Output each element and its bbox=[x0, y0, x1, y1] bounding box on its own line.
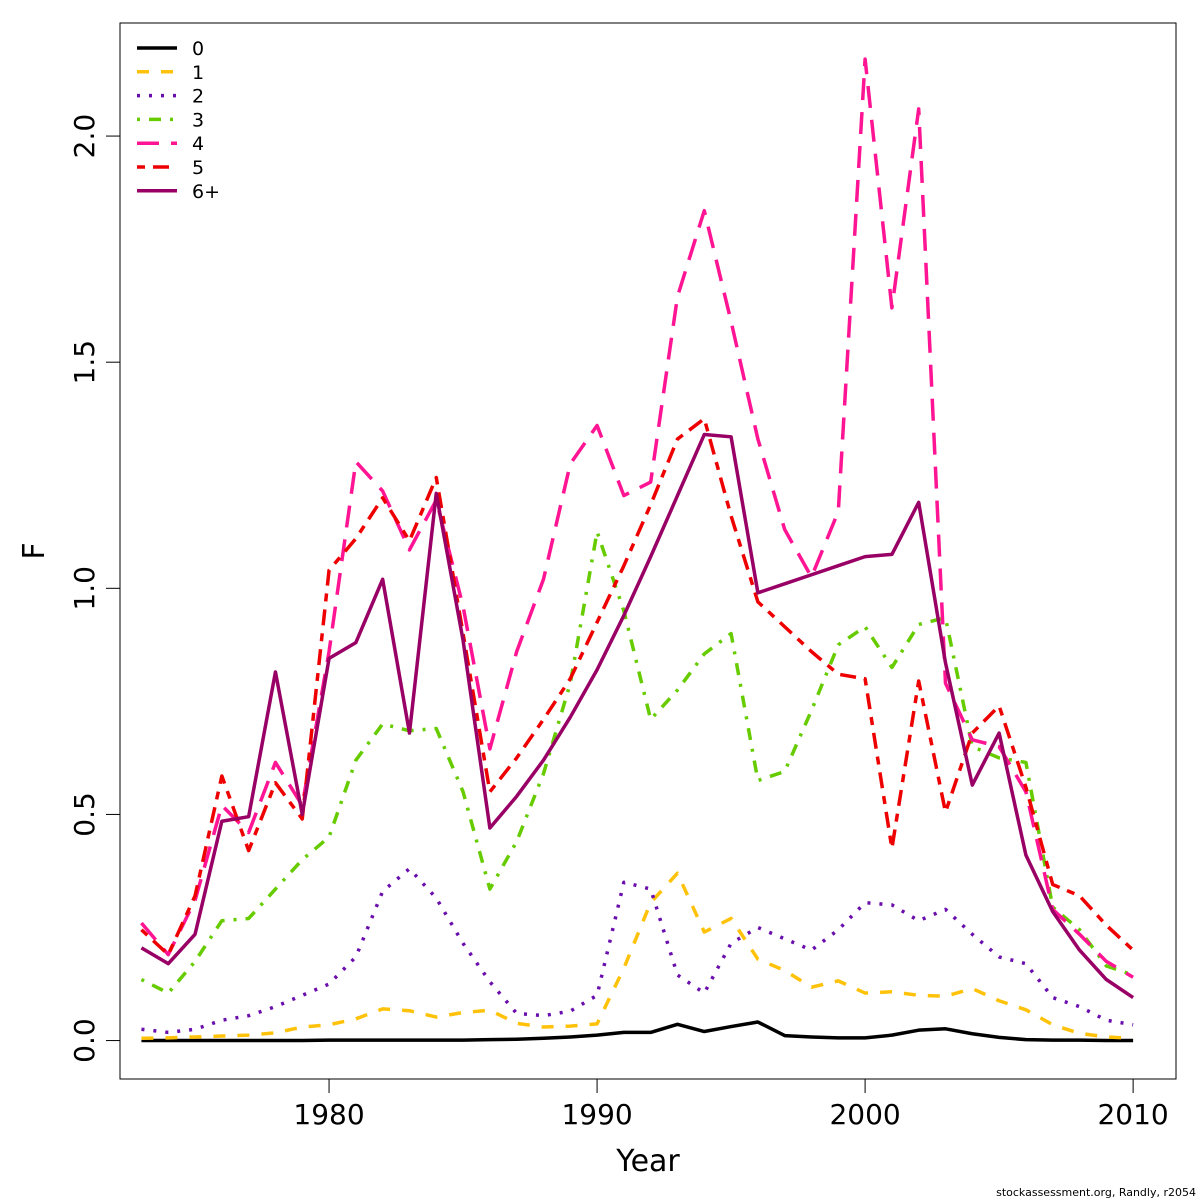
x-tick-label: 1990 bbox=[561, 1098, 632, 1131]
series-line-2 bbox=[141, 866, 1134, 1035]
legend-label: 6+ bbox=[192, 181, 220, 203]
y-axis: 0.0 0.5 1.0 1.5 2.0 bbox=[68, 114, 121, 1063]
y-axis-title: F bbox=[17, 542, 52, 559]
series-line-5 bbox=[140, 416, 1135, 957]
x-tick-label: 1980 bbox=[293, 1098, 364, 1131]
legend-label: 3 bbox=[192, 109, 204, 131]
series-line-4 bbox=[140, 57, 1135, 979]
series-line-1 bbox=[141, 871, 1134, 1041]
legend-label: 5 bbox=[192, 157, 204, 179]
series-lines bbox=[140, 57, 1135, 1043]
legend-label: 2 bbox=[192, 86, 204, 108]
series-line-0 bbox=[141, 1020, 1134, 1043]
legend-label: 4 bbox=[192, 133, 204, 155]
legend-label: 1 bbox=[192, 62, 204, 84]
legend-label: 0 bbox=[192, 38, 204, 60]
plot-frame bbox=[119, 22, 1177, 1080]
y-tick-label: 0.5 bbox=[68, 792, 101, 837]
series-line-3 bbox=[140, 530, 1134, 995]
credit-note: stockassessment.org, Randly, r2054 bbox=[996, 1186, 1196, 1199]
y-tick-label: 2.0 bbox=[68, 114, 101, 159]
y-tick-label: 1.0 bbox=[68, 566, 101, 611]
x-axis: 1980 1990 2000 2010 bbox=[293, 1078, 1169, 1131]
y-tick-label: 1.5 bbox=[68, 340, 101, 385]
x-tick-label: 2000 bbox=[829, 1098, 900, 1131]
x-tick-label: 2010 bbox=[1097, 1098, 1168, 1131]
series-line-6plus bbox=[140, 432, 1135, 1000]
y-tick-label: 0.0 bbox=[68, 1018, 101, 1063]
x-axis-title: Year bbox=[615, 1144, 680, 1179]
